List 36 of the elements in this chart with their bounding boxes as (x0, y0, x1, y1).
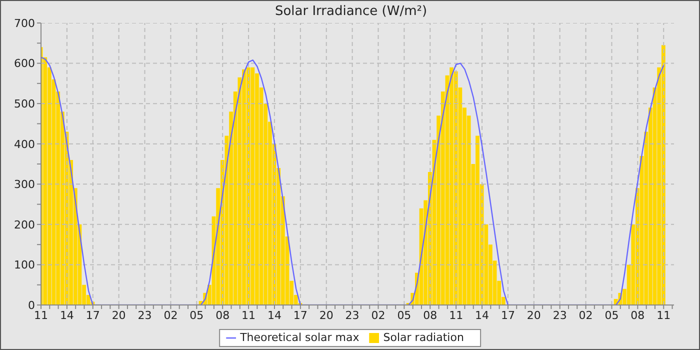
x-tick-label: 11 (656, 308, 671, 322)
y-tick-label: 500 (14, 97, 35, 110)
x-tick-label: 02 (164, 308, 178, 322)
x-tick-label: 02 (578, 308, 593, 322)
x-tick-label: 17 (500, 308, 515, 322)
x-tick-label: 05 (397, 308, 412, 322)
chart-title: Solar Irradiance (W/m²) (274, 4, 428, 19)
x-tick-label: 11 (34, 308, 48, 322)
y-tick-label: 600 (14, 57, 35, 70)
y-tick-label: 300 (14, 178, 35, 192)
x-tick-label: 20 (526, 308, 541, 322)
x-tick-label: 11 (449, 308, 464, 322)
x-tick-label: 20 (112, 308, 126, 322)
y-tick-label: 100 (14, 258, 35, 272)
legend-label: Theoretical solar max (240, 331, 360, 344)
x-tick-label: 08 (630, 308, 645, 322)
x-tick-label: 08 (216, 308, 230, 322)
x-tick-label: 20 (319, 308, 334, 322)
x-tick-label: 14 (60, 308, 74, 322)
y-tick-label: 700 (14, 16, 35, 30)
y-tick-label: 0 (28, 298, 35, 312)
y-tick-label: 200 (14, 218, 35, 232)
x-tick-label: 17 (86, 308, 100, 322)
x-tick-label: 17 (293, 308, 308, 322)
x-tick-label: 23 (552, 308, 567, 322)
x-tick-label: 08 (423, 308, 438, 322)
legend-label: Solar radiation (383, 331, 464, 344)
x-tick-label: 11 (242, 308, 256, 322)
x-tick-label: 23 (138, 308, 152, 322)
x-tick-label: 02 (371, 308, 386, 322)
x-tick-label: 14 (267, 308, 282, 322)
x-tick-label: 05 (190, 308, 204, 322)
x-tick-label: 23 (345, 308, 360, 322)
y-tick-label: 400 (14, 138, 35, 151)
x-tick-label: 05 (604, 308, 619, 322)
x-tick-label: 14 (475, 308, 490, 322)
